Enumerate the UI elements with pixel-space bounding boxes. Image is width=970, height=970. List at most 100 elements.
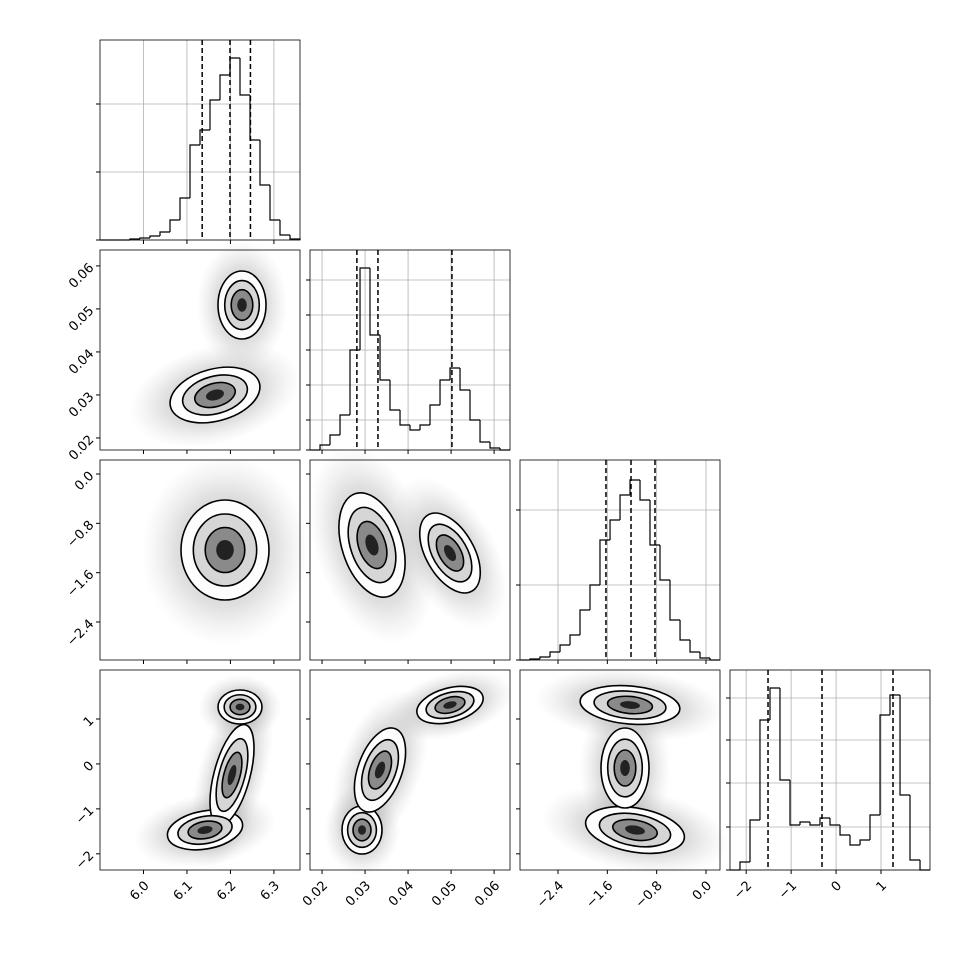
histogram-step: [189, 144, 200, 198]
panel: 0.02 0.03 0.04 0.05 0.06: [300, 669, 513, 910]
histogram-step: [459, 368, 470, 391]
panel: −2 −1 0 1: [726, 669, 931, 903]
histogram-step: [749, 819, 760, 862]
histogram-step: [649, 500, 660, 546]
panel: −2.4 −1.6 −0.8 0.0: [64, 455, 309, 664]
histogram-step: [819, 817, 830, 825]
histogram-step: [319, 444, 330, 450]
contour: [443, 545, 457, 561]
histogram-step: [629, 479, 641, 495]
y-tick-label: 0.06: [66, 261, 97, 292]
histogram-step: [829, 818, 841, 826]
histogram-step: [619, 494, 631, 520]
histogram-step: [329, 434, 341, 445]
contour: [216, 540, 234, 560]
histogram-step: [539, 656, 551, 659]
x-tick-label: −2: [731, 878, 755, 902]
x-tick-label: −1.6: [583, 878, 616, 911]
histogram-step: [409, 425, 421, 431]
histogram-step: [769, 687, 780, 720]
histogram-step: [909, 795, 921, 861]
histogram-step: [839, 825, 850, 836]
panel-frame: [309, 669, 511, 871]
histogram-step: [639, 480, 651, 501]
histogram-step: [389, 380, 401, 411]
histogram-step: [869, 814, 881, 840]
panel: [306, 249, 511, 454]
y-tick-label: 0.0: [72, 469, 97, 494]
x-tick-label: 0.05: [429, 878, 460, 909]
histogram-step: [919, 860, 930, 871]
histogram-step: [359, 267, 370, 350]
panel: [306, 445, 511, 664]
histogram-step: [679, 620, 691, 641]
histogram-step: [609, 519, 621, 540]
contour: [620, 701, 640, 709]
contour: [374, 761, 386, 779]
x-tick-label: 0.04: [386, 878, 417, 909]
histogram-step: [809, 822, 820, 826]
histogram-step: [479, 420, 490, 443]
panel-frame: [99, 249, 301, 451]
histogram-step: [449, 367, 461, 380]
histogram-step: [689, 640, 701, 653]
histogram-step: [599, 539, 611, 585]
histogram-step: [279, 220, 290, 236]
histogram-step: [569, 634, 581, 645]
panel: [96, 39, 301, 244]
histogram-step: [269, 185, 280, 221]
panel-frame: [99, 669, 301, 871]
x-tick-label: 0.02: [300, 878, 331, 909]
y-tick-label: 0.02: [66, 433, 97, 464]
histogram-step: [659, 545, 670, 581]
contour: [235, 703, 245, 711]
histogram-step: [209, 99, 220, 130]
x-tick-label: 6.3: [258, 878, 283, 903]
histogram-step: [219, 74, 230, 100]
panel-frame: [99, 39, 301, 241]
contour: [365, 534, 379, 556]
panel: [516, 459, 721, 664]
histogram-step: [429, 404, 441, 425]
panel: 0.02 0.03 0.04 0.05 0.06: [66, 240, 301, 464]
panel-frame: [309, 459, 511, 661]
y-tick-label: 0.03: [66, 390, 97, 421]
panel-frame: [519, 669, 721, 871]
y-tick-label: −1.6: [64, 567, 97, 600]
histogram-step: [439, 379, 450, 405]
histogram-step: [789, 780, 800, 826]
contour: [625, 825, 645, 835]
y-tick-label: 1: [81, 714, 97, 730]
histogram-step: [549, 651, 561, 657]
x-tick-label: 6.1: [171, 878, 196, 903]
histogram-step: [169, 219, 180, 232]
histogram-step: [199, 129, 210, 145]
histogram-step: [379, 335, 390, 381]
panel: −2.4 −1.6 −0.8 0.0: [516, 668, 729, 911]
panel-frame: [309, 249, 511, 451]
contour: [443, 701, 457, 709]
y-tick-label: 0.05: [66, 304, 97, 335]
x-tick-label: 0: [829, 878, 845, 894]
histogram-step: [849, 835, 861, 846]
x-tick-label: −2.4: [534, 878, 567, 911]
x-tick-label: 0.0: [690, 878, 715, 903]
histogram-step: [419, 424, 430, 430]
x-tick-label: 6.0: [127, 878, 152, 903]
histogram-step: [149, 235, 160, 238]
y-tick-label: −2: [73, 849, 97, 873]
histogram-step: [589, 584, 600, 610]
histogram-step: [699, 652, 711, 659]
histogram-step: [139, 237, 150, 239]
histogram-step: [159, 231, 170, 236]
histogram-step: [349, 349, 361, 415]
histogram-step: [369, 268, 381, 336]
histogram-step: [739, 861, 750, 870]
histogram-step: [859, 839, 870, 845]
histogram-step: [239, 58, 250, 96]
x-tick-label: −1: [776, 878, 800, 902]
x-tick-label: −0.8: [633, 878, 666, 911]
y-tick-label: 0.04: [66, 347, 97, 378]
histogram-step: [399, 410, 410, 426]
histogram-step: [179, 197, 190, 220]
